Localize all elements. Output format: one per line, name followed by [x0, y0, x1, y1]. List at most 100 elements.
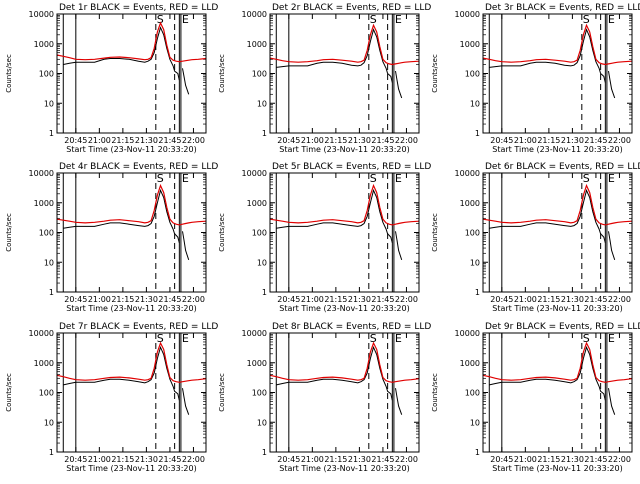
marker-label: S [157, 13, 164, 26]
marker-label: E [182, 172, 189, 185]
x-tick-label: 21:00 [301, 295, 324, 304]
y-tick-label: 1 [262, 129, 267, 138]
y-tick-label: 1000 [460, 40, 480, 49]
y-tick-label: 100 [252, 229, 267, 238]
x-tick-label: 22:00 [608, 136, 631, 145]
chart-panel-3: Det 3r BLACK = Events, RED = LLD Counts/s… [431, 3, 640, 154]
x-tick-label: 20:45 [277, 295, 300, 304]
series-lld-line [269, 183, 420, 226]
y-tick-label: 10 [44, 418, 54, 427]
series-lld-line [482, 341, 633, 383]
marker-label: E [608, 13, 615, 26]
y-tick-label: 1000 [247, 199, 267, 208]
x-tick-label: 21:15 [324, 136, 347, 145]
x-axis-label: Start Time (23-Nov-11 20:33:20) [66, 304, 196, 313]
y-tick-label: 100 [465, 229, 480, 238]
x-tick-label: 20:45 [277, 455, 300, 464]
series-events-line [63, 345, 190, 415]
x-tick-label: 21:00 [301, 136, 324, 145]
plot-frame [482, 172, 633, 293]
series-lld-line [56, 183, 207, 226]
marker-label: E [395, 13, 402, 26]
x-tick-label: 22:00 [182, 295, 205, 304]
marker-label: S [370, 13, 377, 26]
x-tick-label: 21:30 [348, 136, 371, 145]
x-tick-label: 20:45 [277, 136, 300, 145]
x-axis-label: Start Time (23-Nov-11 20:33:20) [492, 304, 622, 313]
panel-title: Det 4r BLACK = Events, RED = LLD [59, 162, 218, 172]
x-tick-label: 21:30 [561, 295, 584, 304]
marker-label: S [370, 332, 377, 345]
y-tick-label: 1 [475, 448, 480, 457]
y-axis-label: Counts/sec [431, 373, 439, 412]
series-events-line [63, 188, 190, 261]
y-tick-label: 1000 [34, 359, 54, 368]
series-lld-line [269, 23, 420, 66]
y-axis-label: Counts/sec [218, 213, 226, 252]
series-lld-line [269, 341, 420, 383]
y-tick-label: 1000 [460, 199, 480, 208]
panel-title: Det 3r BLACK = Events, RED = LLD [485, 3, 640, 13]
y-tick-label: 10000 [242, 169, 267, 178]
marker-label: E [608, 332, 615, 345]
plot-frame [269, 332, 420, 453]
x-tick-label: 21:45 [584, 295, 607, 304]
x-axis-label: Start Time (23-Nov-11 20:33:20) [66, 145, 196, 154]
x-tick-label: 22:00 [395, 455, 418, 464]
marker-label: E [608, 172, 615, 185]
x-tick-label: 21:15 [537, 455, 560, 464]
y-tick-label: 1 [475, 129, 480, 138]
y-tick-label: 1000 [34, 40, 54, 49]
marker-label: E [395, 172, 402, 185]
chart-panel-2: Det 2r BLACK = Events, RED = LLD Counts/s… [218, 3, 431, 154]
chart-panel-6: Det 6r BLACK = Events, RED = LLD Counts/s… [431, 162, 640, 313]
series-events-line [276, 345, 403, 415]
x-tick-label: 22:00 [608, 295, 631, 304]
panel-title: Det 6r BLACK = Events, RED = LLD [485, 162, 640, 172]
x-tick-label: 21:45 [158, 455, 181, 464]
panel-title: Det 8r BLACK = Events, RED = LLD [272, 322, 431, 332]
panel-title: Det 7r BLACK = Events, RED = LLD [59, 322, 218, 332]
y-tick-label: 100 [465, 70, 480, 79]
plot-frame [56, 332, 207, 453]
x-tick-label: 21:30 [348, 455, 371, 464]
y-tick-label: 10 [257, 418, 267, 427]
series-events-line [489, 28, 616, 99]
x-tick-label: 21:15 [324, 295, 347, 304]
chart-panel-1: Det 1r BLACK = Events, RED = LLD Counts/s… [5, 3, 218, 154]
x-axis-label: Start Time (23-Nov-11 20:33:20) [279, 145, 409, 154]
y-tick-label: 10000 [29, 329, 54, 338]
y-tick-label: 10 [257, 258, 267, 267]
y-tick-label: 1 [49, 448, 54, 457]
y-tick-label: 100 [39, 70, 54, 79]
x-tick-label: 20:45 [64, 295, 87, 304]
y-tick-label: 10 [470, 99, 480, 108]
marker-label: E [182, 332, 189, 345]
x-tick-label: 20:45 [64, 455, 87, 464]
y-tick-label: 100 [252, 389, 267, 398]
y-tick-label: 1000 [34, 199, 54, 208]
chart-panel-9: Det 9r BLACK = Events, RED = LLD Counts/s… [431, 322, 640, 473]
y-tick-label: 10 [470, 418, 480, 427]
y-tick-label: 1 [262, 288, 267, 297]
panel-title: Det 2r BLACK = Events, RED = LLD [272, 3, 431, 13]
plot-frame [269, 13, 420, 134]
x-tick-label: 20:45 [490, 295, 513, 304]
y-axis-label: Counts/sec [218, 373, 226, 412]
marker-label: S [157, 332, 164, 345]
chart-panel-8: Det 8r BLACK = Events, RED = LLD Counts/s… [218, 322, 431, 473]
x-tick-label: 21:00 [301, 455, 324, 464]
x-tick-label: 21:45 [371, 295, 394, 304]
series-lld-line [56, 341, 207, 383]
y-tick-label: 100 [39, 229, 54, 238]
y-tick-label: 1 [475, 288, 480, 297]
y-axis-label: Counts/sec [431, 54, 439, 93]
x-axis-label: Start Time (23-Nov-11 20:33:20) [279, 464, 409, 473]
y-tick-label: 1000 [247, 359, 267, 368]
marker-label: S [583, 172, 590, 185]
x-tick-label: 22:00 [395, 295, 418, 304]
marker-label: S [370, 172, 377, 185]
y-tick-label: 100 [39, 389, 54, 398]
